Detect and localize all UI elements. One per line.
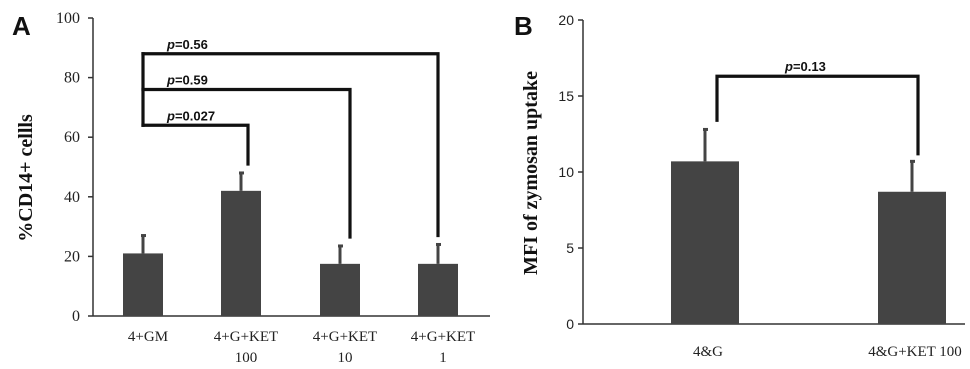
panel-a-significance-bracket: [141, 52, 440, 238]
panel-a-y-tick-label: 100: [56, 10, 80, 27]
panel-a-bar: [221, 190, 261, 316]
panel-a-p-value-label: p=0.027: [166, 108, 215, 123]
panel-a-y-axis-label: %CD14+ cellls: [15, 114, 37, 242]
panel-b-y-tick-label: 10: [558, 164, 574, 180]
panel-a-p-value-label: p=0.56: [166, 37, 208, 52]
panel-b-y-tick-label: 5: [566, 240, 574, 256]
panel-a-category-label: 4+G+KET: [313, 329, 377, 345]
panel-b-bars: [671, 161, 946, 324]
panel-a-p-value-label: p=0.59: [166, 73, 208, 88]
panel-a-bars: [123, 190, 458, 316]
panel-b-y-ticks: 0 5 10 15 20: [558, 12, 583, 332]
panel-a-y-tick-label: 0: [72, 308, 80, 325]
panel-a-significance-bracket: [141, 123, 250, 166]
panel-b-y-tick-label: 15: [558, 88, 574, 104]
panel-b-bar: [878, 191, 946, 324]
panel-a-bar: [123, 253, 163, 316]
panel-a-bar: [320, 263, 360, 316]
panel-a-category-label: 10: [338, 350, 353, 366]
panel-a-y-tick-label: 40: [64, 189, 80, 206]
panel-a-category-label: 4+G+KET: [214, 329, 278, 345]
panel-a: A %CD14+ cellls 0 20 40 60 80 100 4+GM 4+G+KET…: [12, 10, 490, 366]
panel-a-significance-bracket: [141, 87, 352, 239]
panel-a-error-bars: [141, 171, 441, 264]
panel-a-comparisons: p=0.56 p=0.59 p=0.027: [141, 37, 440, 239]
panel-b-p-value-label: p=0.13: [784, 59, 826, 74]
panel-a-y-tick-label: 80: [64, 70, 80, 87]
panel-b: B MFI of zymosan uptake 0 5 10 15 20 4&G 4&G+…: [514, 11, 965, 360]
panel-a-category-label: 100: [235, 350, 258, 366]
panel-b-category-label: 4&G+KET 100: [868, 344, 962, 360]
panel-b-category-label: 4&G: [693, 344, 723, 360]
panel-b-significance-bracket: [715, 74, 920, 156]
panel-b-y-tick-label: 20: [558, 12, 574, 28]
panel-a-letter: A: [12, 11, 31, 41]
panel-b-category-labels: 4&G 4&G+KET 100: [693, 344, 962, 360]
panel-b-y-axis-label: MFI of zymosan uptake: [520, 71, 542, 275]
panel-b-letter: B: [514, 11, 533, 41]
panel-a-y-tick-label: 20: [64, 248, 80, 265]
panel-a-y-ticks: 0 20 40 60 80 100: [56, 10, 93, 325]
panel-b-bar: [671, 161, 739, 324]
panel-a-category-label: 4+GM: [128, 329, 168, 345]
panel-b-error-bars: [703, 127, 915, 192]
panel-b-comparisons: p=0.13: [715, 59, 920, 156]
panel-a-y-tick-label: 60: [64, 129, 80, 146]
panel-a-category-label: 1: [439, 350, 447, 366]
panel-a-bar: [418, 263, 458, 316]
panel-a-category-label: 4+G+KET: [411, 329, 475, 345]
panel-b-y-tick-label: 0: [566, 316, 574, 332]
panel-a-category-labels: 4+GM 4+G+KET 100 4+G+KET 10 4+G+KET 1: [128, 329, 475, 366]
